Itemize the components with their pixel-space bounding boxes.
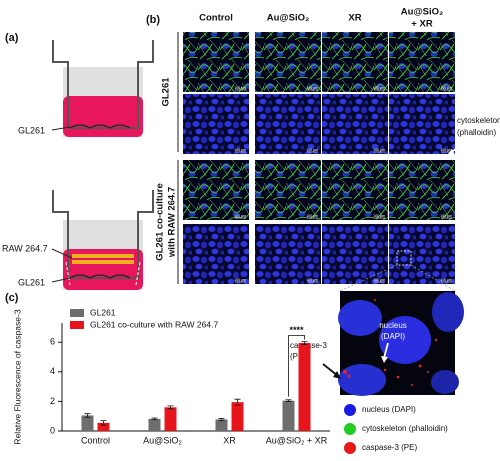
micrograph (255, 160, 321, 220)
panel-label: (c) (5, 292, 19, 304)
inset (338, 291, 464, 396)
micrograph (183, 32, 249, 92)
inset-label: (DAPI) (381, 332, 405, 341)
annotation-arrow-head (446, 149, 455, 157)
micrograph (322, 224, 388, 284)
scale-bar-label: 100 μm (306, 148, 318, 152)
scale-bar-label: 100 μm (373, 86, 385, 90)
column-header: Au@SiO₂ (267, 13, 310, 24)
scale-bar-label: 100 μm (373, 214, 385, 218)
stain-legend: nucleus (DAPI) cytoskeleton (phalloidin) c… (344, 404, 448, 454)
bar (148, 418, 161, 431)
bar (215, 419, 228, 431)
micrograph (322, 160, 388, 220)
significance-label: **** (289, 325, 304, 335)
y-tick-label: 0 (50, 425, 55, 435)
x-tick-label: Control (81, 435, 110, 445)
zoom-connector (339, 264, 456, 292)
significance-bracket (288, 335, 305, 397)
bar (282, 400, 295, 431)
column-header: Control (199, 13, 233, 24)
scale-bar-label: 100 μm (440, 214, 452, 218)
micrograph-grid: 100 μm 100 μm 100 μm 100 μm 100 μm 100 μm 100 … (155, 7, 455, 284)
micrograph (322, 32, 388, 92)
inset-label: nucleus (379, 321, 407, 330)
micrograph (183, 160, 249, 220)
row-label: GL261 co-culture (155, 183, 166, 261)
legend-label: nucleus (DAPI) (362, 405, 416, 414)
inset-arrow-head (333, 371, 341, 379)
row-label: GL261 (161, 77, 172, 107)
scale-bar-label: 100 μm (306, 214, 318, 218)
scale-bar-label: 100 μm (234, 148, 246, 152)
bar (298, 342, 311, 431)
scale-bar-label: 100 μm (306, 278, 318, 282)
panel-label: (a) (5, 32, 19, 44)
micrograph (183, 224, 249, 284)
column-header: + XR (411, 19, 433, 30)
column-header: XR (348, 13, 361, 24)
scale-bar-label: 100 μm (306, 86, 318, 90)
error-bar (167, 405, 174, 410)
error-bar (151, 417, 158, 421)
scale-bar-label: 100 μm (373, 278, 385, 282)
micrograph (389, 224, 455, 284)
legend-label: GL261 co-culture with RAW 264.7 (90, 319, 218, 329)
legend-label: cytoskeleton (phalloidin) (362, 424, 448, 433)
inset-label: (PE) (290, 352, 306, 361)
scale-bar-label: 100 μm (234, 278, 246, 282)
well-top (51, 40, 154, 137)
bar (97, 422, 110, 431)
error-bar (84, 413, 91, 418)
panel-label: (b) (146, 14, 160, 26)
legend-swatch (344, 404, 356, 416)
y-tick-label: 4 (50, 366, 55, 376)
y-tick-label: 2 (50, 396, 55, 406)
error-bar (301, 341, 308, 345)
scale-bar-label: 100 μm (440, 86, 452, 90)
y-tick-label: 6 (50, 337, 55, 347)
scale-bar-label: 100 μm (373, 148, 385, 152)
micrograph (389, 94, 455, 154)
micrograph (255, 224, 321, 284)
bar-chart: 0 2 4 6 Control Au@SiO₂ XR Au@SiO₂ + XR **** GL26… (50, 307, 330, 445)
micrograph (389, 32, 455, 92)
legend-label: GL261 (90, 307, 116, 317)
scale-bar-label: 100 μm (440, 148, 452, 152)
micrograph (389, 160, 455, 220)
y-axis-label: Relative Fluorescence of caspase-3 (12, 309, 22, 444)
annotation: (phalloidin) (457, 128, 496, 137)
micrograph (255, 94, 321, 154)
row-label: with RAW 264.7 (167, 187, 178, 258)
scale-bar-label: 100 μm (234, 214, 246, 218)
micrograph (255, 32, 321, 92)
x-tick-label: Au@SiO₂ (143, 435, 182, 445)
bar (81, 415, 94, 431)
well-label: RAW 264.7 (2, 243, 48, 253)
x-tick-label: Au@SiO₂ + XR (266, 435, 328, 445)
micrograph (322, 94, 388, 154)
legend-swatch (70, 309, 84, 317)
bar (164, 407, 177, 431)
well-label: GL261 (18, 125, 45, 135)
legend-label: caspase-3 (PE) (362, 443, 417, 452)
error-bar (100, 420, 107, 426)
zoom-box (396, 250, 412, 266)
well-bottom (51, 190, 154, 290)
error-bar (218, 418, 225, 421)
well-label: GL261 (18, 277, 45, 287)
annotation: cytoskeleton (457, 116, 500, 125)
legend-swatch (70, 321, 84, 329)
legend-swatch (344, 423, 356, 435)
legend-swatch (344, 442, 356, 454)
column-header: Au@SiO₂ (401, 7, 444, 18)
error-bar (285, 399, 292, 402)
bar (231, 402, 244, 431)
error-bar (234, 398, 241, 406)
scale-bar-label: 100 μm (234, 86, 246, 90)
x-tick-label: XR (223, 435, 236, 445)
scale-bar-label: 100 μm (440, 278, 452, 282)
micrograph (183, 94, 249, 154)
